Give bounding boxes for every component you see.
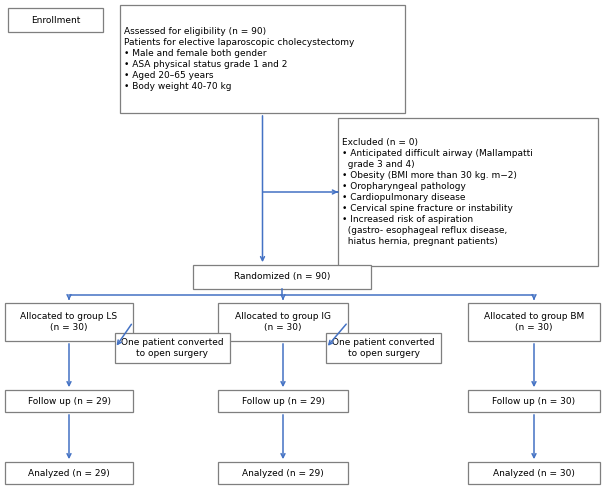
Text: Analyzed (n = 29): Analyzed (n = 29) (28, 468, 110, 477)
Text: Excluded (n = 0)
• Anticipated difficult airway (Mallampatti
  grade 3 and 4)
• : Excluded (n = 0) • Anticipated difficult… (342, 137, 533, 246)
Bar (468, 390, 600, 412)
Text: Follow up (n = 29): Follow up (n = 29) (241, 396, 324, 405)
Bar (218, 462, 348, 484)
Bar (8, 8, 103, 32)
Text: Allocated to group LS
(n = 30): Allocated to group LS (n = 30) (21, 312, 117, 332)
Bar (468, 303, 600, 341)
Bar (5, 390, 133, 412)
Bar (193, 265, 371, 289)
Text: One patient converted
to open surgery: One patient converted to open surgery (332, 338, 435, 358)
Bar (468, 462, 600, 484)
Bar (120, 5, 405, 113)
Text: Assessed for eligibility (n = 90)
Patients for elective laparoscopic cholecystec: Assessed for eligibility (n = 90) Patien… (124, 27, 355, 91)
Text: Follow up (n = 29): Follow up (n = 29) (27, 396, 111, 405)
Text: Enrollment: Enrollment (31, 16, 80, 25)
Bar (218, 390, 348, 412)
Bar (5, 303, 133, 341)
Text: Allocated to group IG
(n = 30): Allocated to group IG (n = 30) (235, 312, 331, 332)
Bar (326, 333, 441, 363)
Text: Follow up (n = 30): Follow up (n = 30) (492, 396, 575, 405)
Text: One patient converted
to open surgery: One patient converted to open surgery (121, 338, 224, 358)
Text: Allocated to group BM
(n = 30): Allocated to group BM (n = 30) (484, 312, 584, 332)
Bar (115, 333, 230, 363)
Bar (338, 118, 598, 266)
Bar (5, 462, 133, 484)
Text: Analyzed (n = 30): Analyzed (n = 30) (493, 468, 575, 477)
Text: Randomized (n = 90): Randomized (n = 90) (234, 273, 330, 282)
Bar (218, 303, 348, 341)
Text: Analyzed (n = 29): Analyzed (n = 29) (242, 468, 324, 477)
